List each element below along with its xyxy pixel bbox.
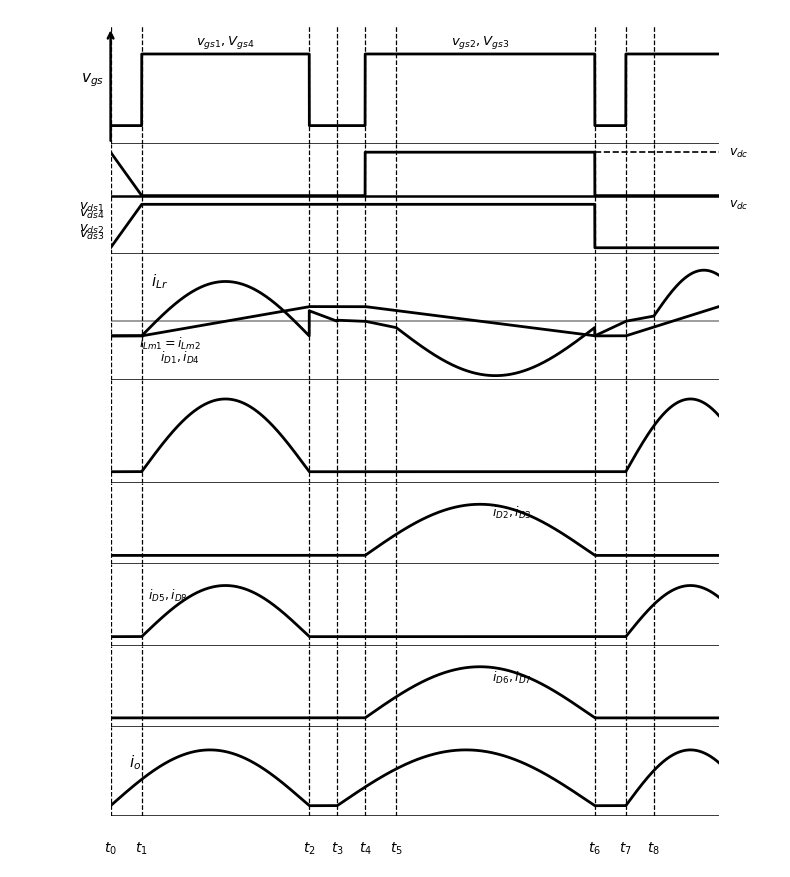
Text: $t_5$: $t_5$ xyxy=(389,840,403,856)
Text: $v_{dc}$: $v_{dc}$ xyxy=(729,198,749,211)
Text: $v_{ds1}$: $v_{ds1}$ xyxy=(79,201,104,214)
Text: $i_{Lr}$: $i_{Lr}$ xyxy=(151,273,168,291)
Text: $i_o$: $i_o$ xyxy=(130,752,141,771)
Text: $v_{gs2},V_{gs3}$: $v_{gs2},V_{gs3}$ xyxy=(450,34,510,52)
Text: $t_6$: $t_6$ xyxy=(589,840,601,856)
Text: $v_{dc}$: $v_{dc}$ xyxy=(729,146,749,160)
Text: $i_{D6},i_{D7}$: $i_{D6},i_{D7}$ xyxy=(492,669,532,685)
Text: $v_{ds2}$: $v_{ds2}$ xyxy=(79,223,104,236)
Text: $i_{Lm1}=i_{Lm2}$: $i_{Lm1}=i_{Lm2}$ xyxy=(138,336,200,352)
Text: $t_7$: $t_7$ xyxy=(619,840,632,856)
Text: $i_{D1},i_{D4}$: $i_{D1},i_{D4}$ xyxy=(160,350,200,366)
Text: $v_{ds3}$: $v_{ds3}$ xyxy=(79,229,104,242)
Text: $v_{gs1},V_{gs4}$: $v_{gs1},V_{gs4}$ xyxy=(196,34,255,52)
Text: $t_3$: $t_3$ xyxy=(331,840,344,856)
Text: $t_1$: $t_1$ xyxy=(135,840,148,856)
Text: $v_{gs}$: $v_{gs}$ xyxy=(81,71,104,89)
Text: $t_4$: $t_4$ xyxy=(359,840,371,856)
Text: $t_0$: $t_0$ xyxy=(104,840,117,856)
Text: $i_{D2},i_{D3}$: $i_{D2},i_{D3}$ xyxy=(492,505,532,521)
Text: $t_2$: $t_2$ xyxy=(303,840,315,856)
Text: $t_8$: $t_8$ xyxy=(647,840,660,856)
Text: $i_{D5},i_{D8}$: $i_{D5},i_{D8}$ xyxy=(148,588,187,603)
Text: $v_{ds4}$: $v_{ds4}$ xyxy=(79,207,104,220)
